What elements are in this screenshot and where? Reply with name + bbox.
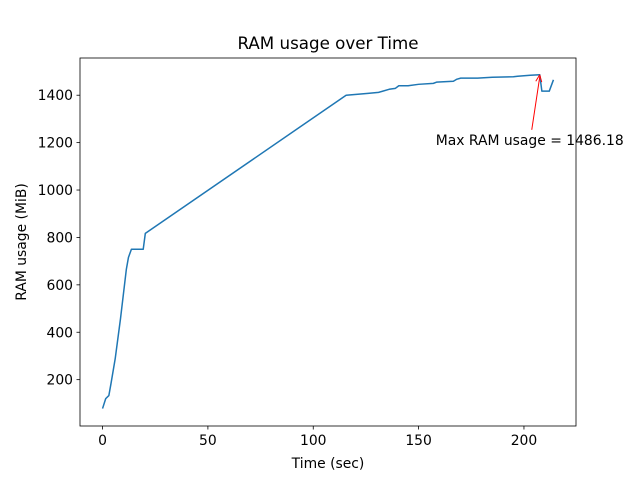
y-axis-label: RAM usage (MiB) [14,183,30,301]
y-tick-label: 400 [46,325,73,341]
x-tick-label: 0 [98,433,107,449]
x-tick-label: 150 [405,433,432,449]
y-tick-label: 1400 [38,88,73,104]
y-tick-label: 200 [46,373,73,389]
y-tick-label: 800 [46,230,73,246]
y-tick-label: 1000 [38,183,73,199]
x-tick-label: 50 [199,433,217,449]
plot-frame [79,57,577,427]
x-tick-label: 200 [511,433,538,449]
annotation-text: Max RAM usage = 1486.18 [436,133,624,149]
annotation-arrowhead [535,74,543,83]
data-line [101,74,555,409]
annotation-arrow [531,76,541,130]
y-tick-label: 1200 [38,136,73,152]
x-axis-label: Time (sec) [291,456,365,472]
y-tick-label: 600 [46,278,73,294]
x-tick-label: 100 [300,433,327,449]
chart-title: RAM usage over Time [237,33,418,53]
